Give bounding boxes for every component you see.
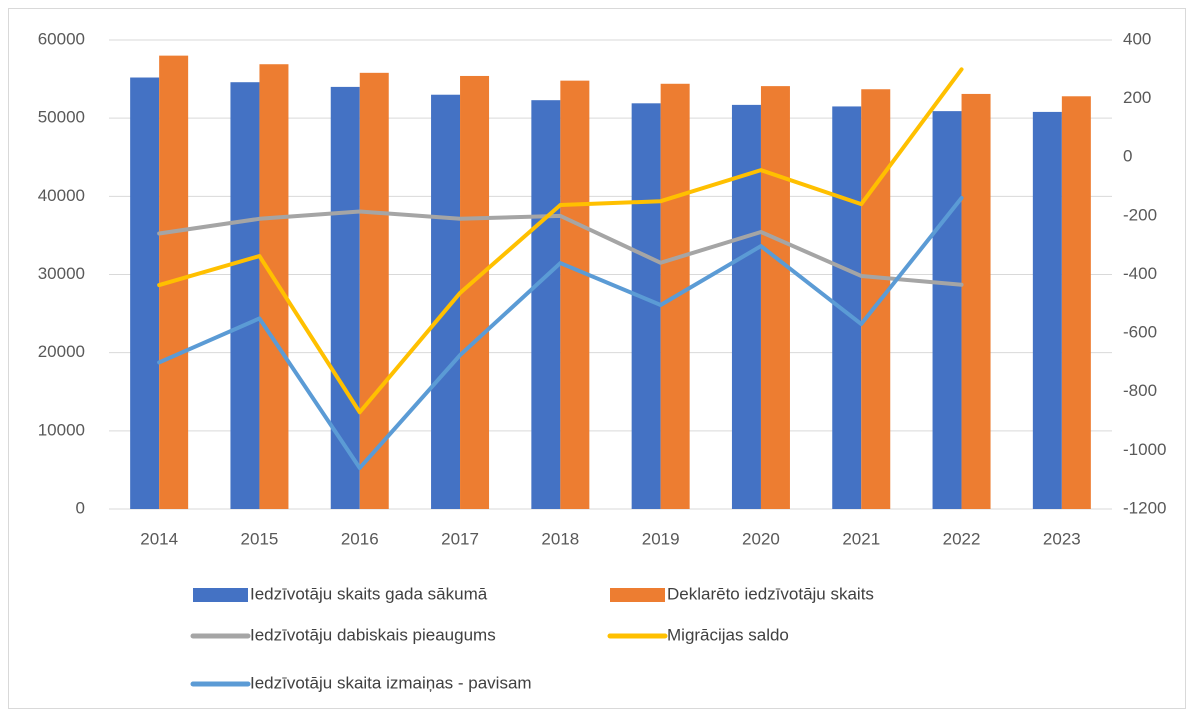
y-tick-label: 10000 — [38, 420, 85, 439]
bar — [130, 77, 160, 510]
legend-swatch — [610, 588, 665, 602]
bar — [631, 103, 661, 509]
y2-tick-label: -200 — [1123, 205, 1157, 224]
legend-label: Iedzīvotāju dabiskais pieaugums — [250, 625, 496, 644]
legend: Iedzīvotāju skaits gada sākumā Deklarēto … — [190, 584, 874, 692]
bar — [259, 64, 289, 510]
x-tick-label: 2023 — [1043, 529, 1081, 548]
chart-border — [8, 8, 1186, 709]
line — [157, 67, 964, 415]
y2-tick-label: 400 — [1123, 29, 1151, 48]
bar — [832, 106, 862, 510]
bar — [861, 89, 891, 510]
x-tick-label: 2016 — [341, 529, 379, 548]
bar — [961, 93, 991, 509]
x-tick-label: 2017 — [441, 529, 479, 548]
bar — [531, 100, 561, 510]
y-tick-label: 0 — [76, 498, 85, 517]
bar — [731, 104, 761, 510]
bar — [431, 94, 461, 509]
y-tick-label: 60000 — [38, 29, 85, 48]
bar — [560, 80, 590, 509]
y2-tick-label: -400 — [1123, 264, 1157, 283]
bar — [760, 86, 790, 509]
x-tick-label: 2015 — [241, 529, 279, 548]
x-tick-label: 2019 — [642, 529, 680, 548]
x-tick-label: 2022 — [943, 529, 981, 548]
y-tick-label: 40000 — [38, 186, 85, 205]
bar — [230, 82, 260, 510]
y2-tick-label: 200 — [1123, 88, 1151, 107]
x-tick-label: 2021 — [842, 529, 880, 548]
y2-tick-label: -1200 — [1123, 498, 1166, 517]
legend-label: Deklarēto iedzīvotāju skaits — [667, 584, 874, 603]
y2-tick-label: -1000 — [1123, 440, 1166, 459]
y2-tick-label: 0 — [1123, 147, 1132, 166]
bar — [1061, 96, 1091, 509]
y-tick-label: 20000 — [38, 342, 85, 361]
bar — [1032, 111, 1062, 509]
bar — [330, 86, 360, 510]
line — [157, 209, 964, 287]
x-tick-label: 2018 — [541, 529, 579, 548]
line — [157, 195, 964, 470]
legend-swatch — [193, 588, 248, 602]
bar — [932, 111, 962, 510]
x-tick-label: 2014 — [140, 529, 178, 548]
y2-tick-label: -600 — [1123, 323, 1157, 342]
bar — [460, 75, 490, 509]
legend-label: Migrācijas saldo — [667, 625, 789, 644]
y2-tick-label: -800 — [1123, 381, 1157, 400]
y-tick-label: 30000 — [38, 264, 85, 283]
legend-label: Iedzīvotāju skaita izmaiņas - pavisam — [250, 673, 532, 692]
x-tick-label: 2020 — [742, 529, 780, 548]
y-tick-label: 50000 — [38, 108, 85, 127]
bar — [359, 72, 389, 509]
legend-label: Iedzīvotāju skaits gada sākumā — [250, 584, 488, 603]
